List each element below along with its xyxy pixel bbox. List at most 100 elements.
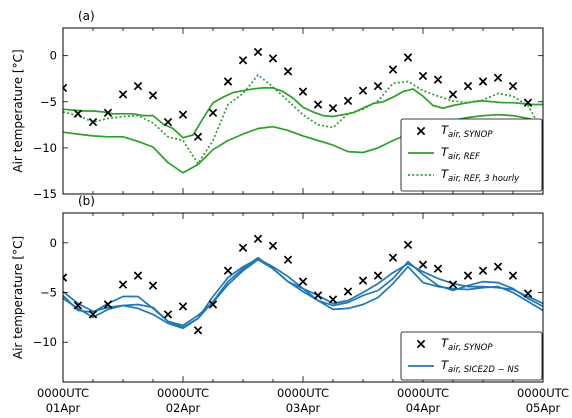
legend-entry-0: Tair, SYNOP (441, 123, 493, 140)
legend-entry-1-base: T (441, 358, 449, 372)
synop-point (493, 73, 503, 83)
x-tick-label-date: 03Apr (286, 401, 321, 415)
series-line-1 (63, 258, 543, 327)
synop-point (403, 240, 413, 250)
synop-point (358, 86, 368, 95)
synop-point (178, 302, 188, 311)
legend-entry-2: Tair, REF, 3 hourly (441, 167, 520, 184)
synop-point (118, 280, 128, 289)
y-tick-label: −5 (40, 286, 57, 300)
legend-entry-0: Tair, SYNOP (441, 336, 493, 353)
synop-point (73, 109, 83, 118)
legend-entry-0-sub: air, SYNOP (448, 130, 493, 140)
panel-label: (a) (78, 9, 95, 23)
y-tick-label: −15 (33, 187, 57, 201)
synop-point (433, 75, 443, 84)
x-tick-label-time: 0000UTC (397, 386, 449, 400)
series-line-1 (63, 87, 543, 139)
legend-entry-1: Tair, SICE2D − NS (441, 358, 520, 375)
synop-point (328, 295, 338, 304)
synop-point (163, 310, 173, 319)
synop-point (508, 81, 518, 91)
x-tick-label-time: 0000UTC (37, 386, 89, 400)
synop-point (163, 117, 173, 127)
synop-point (73, 301, 83, 310)
series-line-3 (63, 257, 543, 329)
synop-point (223, 266, 233, 275)
y-axis-label: Air temperature [°C] (11, 236, 25, 359)
legend-entry-0-base: T (441, 336, 449, 350)
synop-point (148, 91, 158, 100)
synop-point (463, 271, 473, 280)
x-tick-label-date: 05Apr (526, 401, 561, 415)
synop-point (103, 108, 113, 118)
synop-point (253, 234, 263, 244)
x-tick-label-time: 0000UTC (277, 386, 329, 400)
synop-point (238, 56, 248, 65)
synop-point (343, 287, 353, 296)
x-tick-label-time: 0000UTC (157, 386, 209, 400)
legend-entry-1-sub: air, SICE2D − NS (448, 365, 520, 375)
y-axis-label: Air temperature [°C] (11, 49, 25, 172)
synop-point (268, 54, 278, 63)
x-tick-label-date: 02Apr (166, 401, 201, 415)
y-tick-label: 0 (50, 236, 57, 250)
synop-point (358, 276, 368, 285)
y-tick-label: 0 (50, 49, 57, 63)
synop-point (193, 132, 203, 142)
legend-entry-2-sub: air, REF, 3 hourly (448, 174, 520, 184)
synop-point (508, 271, 518, 280)
legend-box (400, 118, 543, 192)
series-line-2 (63, 113, 543, 174)
synop-point (388, 253, 398, 262)
x-tick-label-time: 0000UTC (517, 386, 569, 400)
synop-point (478, 77, 488, 86)
series-line-2 (63, 256, 543, 330)
synop-point (448, 90, 458, 99)
legend-entry-2-base: T (441, 167, 449, 181)
x-tick-label-date: 01Apr (46, 401, 81, 415)
panel-b: 0−5−100000UTC01Apr0000UTC02Apr0000UTC03A… (11, 194, 569, 415)
plot-area (63, 234, 543, 335)
synop-point (133, 271, 143, 280)
synop-point (343, 96, 353, 106)
synop-point (313, 100, 323, 109)
plot-area (63, 47, 543, 174)
synop-point (313, 291, 323, 300)
synop-point (88, 310, 98, 319)
synop-point (208, 108, 218, 118)
synop-point (118, 90, 128, 99)
legend-entry-0-sub: air, SYNOP (448, 343, 493, 353)
synop-point (268, 241, 278, 251)
synop-point (418, 71, 428, 81)
synop-point (148, 281, 158, 290)
synop-point (88, 117, 98, 127)
y-tick-label: −5 (40, 95, 57, 109)
y-tick-label: −10 (33, 335, 57, 349)
synop-point (283, 67, 293, 76)
synop-point (478, 266, 488, 275)
synop-point (298, 87, 308, 96)
synop-point (63, 273, 68, 282)
synop-point (253, 47, 263, 57)
synop-point (103, 300, 113, 309)
synop-point (373, 81, 383, 91)
synop-point (223, 77, 233, 86)
synop-point (238, 243, 248, 252)
legend-entry-1-sub: air, REF (448, 152, 480, 162)
legend-box (400, 331, 543, 381)
synop-point (298, 277, 308, 286)
x-tick-label-date: 04Apr (406, 401, 441, 415)
synop-point (283, 255, 293, 264)
legend-entry-0-base: T (441, 123, 449, 137)
synop-point (403, 53, 413, 62)
synop-point (178, 110, 188, 119)
legend-entry-1-base: T (441, 145, 449, 159)
panel-a: 0 −5 −10 −15 (a) Air temperature [°C] Tair, SY… (11, 9, 544, 201)
synop-point (373, 271, 383, 280)
legend-handle-marker (416, 126, 426, 136)
synop-point (133, 81, 143, 91)
